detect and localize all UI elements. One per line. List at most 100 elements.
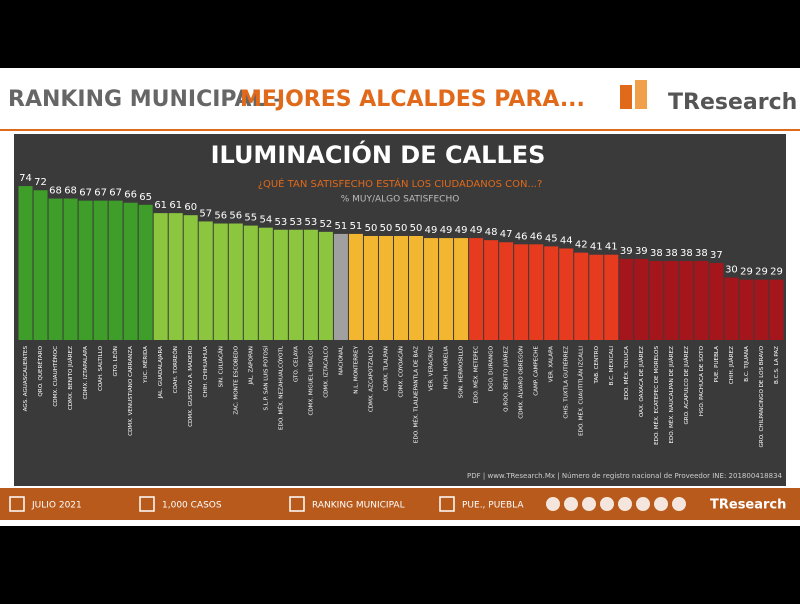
category-label: COAH. TORREÓN [172,346,179,393]
bar [649,260,664,340]
bar [198,221,213,340]
source: PDF | www.TResearch.Mx | Número de regis… [467,472,783,480]
category-label: JAL. ZAPOPAN [248,346,254,386]
bar [228,223,243,340]
category-label: MICH. MORELIA [444,346,450,389]
category-label: OAX. OAXACA DE JUÁREZ [638,346,645,417]
social-icon [600,497,614,511]
value-label: 66 [124,190,137,201]
bar [769,279,784,340]
header-title-b: MEJORES ALCALDES PARA... [240,87,585,112]
category-label: CDMX. IZTACALCO [323,345,329,397]
footer-icon [139,496,155,512]
value-label: 39 [620,246,633,257]
value-label: 74 [19,173,32,184]
bar [724,277,739,340]
value-label: 45 [545,233,558,244]
category-label: VER. VERACRUZ [429,346,435,391]
category-label: EDO. MÉX. METEPEC [472,346,480,404]
bar [78,200,93,340]
category-label: EDO. MÉX. TLALNEPANTLA DE BAZ [412,346,420,443]
bar [439,238,454,340]
bar [48,198,63,340]
bar [589,254,604,340]
bar [333,233,348,340]
bar [63,198,78,340]
category-label: B.C. TIJUANA [744,346,750,382]
value-label: 46 [530,231,543,242]
bar [273,229,288,340]
value-label: 48 [485,227,498,238]
social-icon [564,497,578,511]
category-label: JAL. GUADALAJARA [158,346,164,399]
category-label: CDMX. ÁLVARO OBREGÓN [518,346,525,419]
category-label: VER. XALAPA [549,346,555,382]
footer-item: RANKING MUNICIPAL [312,501,405,511]
bar [634,258,649,340]
social-icon [672,497,686,511]
value-label: 42 [575,240,588,251]
caption: % MUY/ALGO SATISFECHO [341,195,460,205]
bar [138,204,153,340]
value-label: 60 [184,202,197,213]
category-label: HGO. PACHUCA DE SOTO [699,345,705,416]
category-label: ZAC. MONTE ESCOBEDO [233,345,239,414]
value-label: 30 [725,265,738,276]
social-icon [654,497,668,511]
value-label: 56 [229,211,242,222]
category-label: CDMX. CUAUHTÉMOC [51,346,59,407]
social-icon [582,497,596,511]
category-label: CDMX. COYOACÁN [398,346,405,398]
bar [499,242,514,340]
footer-item: PUE., PUEBLA [462,501,524,511]
category-label: EDO. MÉX. ECATEPEC DE MORELOS [652,346,660,445]
bar [123,202,138,340]
value-label: 38 [695,248,708,259]
bar [303,229,318,340]
footer-icon [9,496,25,512]
category-label: CDMX. TLALPAN [383,346,389,391]
value-label: 61 [169,200,182,211]
social-icon [636,497,650,511]
value-label: 53 [289,217,302,228]
value-label: 47 [500,229,513,240]
value-label: 52 [320,219,333,230]
value-label: 67 [94,188,107,199]
bar [679,260,694,340]
bar [604,254,619,340]
value-label: 68 [49,186,62,197]
value-label: 54 [259,215,272,226]
social-icon [618,497,632,511]
bar [619,258,634,340]
category-label: B.C. MEXICALI [609,346,615,386]
category-label: PUE. PUEBLA [714,346,720,383]
bar [318,231,333,340]
bar [108,200,123,340]
category-label: SIN. CULIACÁN [217,346,224,387]
value-label: 49 [455,225,468,236]
value-label: 53 [274,217,287,228]
footer-logo: TResearch [710,498,786,513]
bar [288,229,303,340]
value-label: 29 [755,267,768,278]
category-label: NACIONAL [338,345,344,375]
header-logo: TResearch [668,90,797,115]
value-label: 67 [109,188,122,199]
value-label: 50 [410,223,423,234]
value-label: 38 [680,248,693,259]
category-label: EDO. MÉX. TOLUCA [622,346,630,400]
category-label: GRO. CHILPANCINGO DE LOS BRAVO [759,345,765,447]
bar [183,215,198,340]
category-label: CAMP. CAMPECHE [534,346,540,396]
value-label: 44 [560,235,573,246]
value-label: 57 [199,208,212,219]
logo-icon [635,80,647,109]
bar [424,238,439,340]
value-label: 56 [214,211,227,222]
social-icon [546,497,560,511]
bar [378,236,393,340]
category-label: DGO. DURANGO [489,345,495,391]
value-label: 29 [740,267,753,278]
